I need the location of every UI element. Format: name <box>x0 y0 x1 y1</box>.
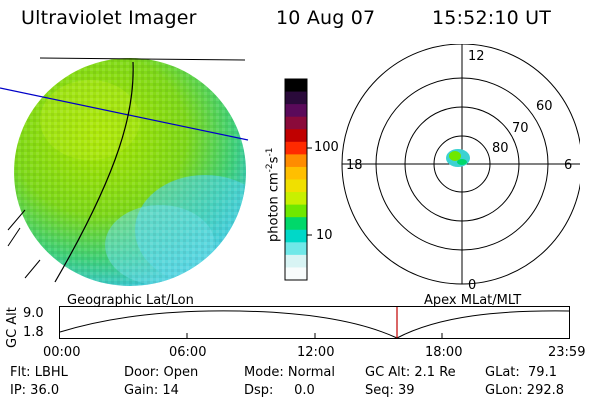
altitude-ylabel: GC Alt <box>5 307 20 348</box>
color-bar-cell <box>285 204 307 218</box>
info-gcalt: GC Alt: 2.1 Re <box>365 365 456 380</box>
date-label: 10 Aug 07 <box>276 7 376 29</box>
color-bar-cell <box>285 267 307 281</box>
info-flt: Flt: LBHL <box>10 365 68 380</box>
altitude-ytick-bottom: 1.8 <box>23 325 44 340</box>
info-glon: GLon: 292.8 <box>485 383 565 398</box>
longitude-line <box>54 61 134 283</box>
color-bar-cell <box>285 116 307 130</box>
color-bar-cell <box>285 79 307 93</box>
altitude-xtick-0000: 00:00 <box>43 345 81 360</box>
mlt-label-6: 6 <box>564 158 572 173</box>
altitude-curve <box>59 310 570 339</box>
colorbar-tick-100: 100 <box>314 140 339 155</box>
lat-label-70: 70 <box>512 121 529 136</box>
lat-label-80: 80 <box>492 141 509 156</box>
info-door: Door: Open <box>124 365 199 380</box>
info-gain: Gain: 14 <box>124 383 179 398</box>
horizon-line-top <box>39 57 246 61</box>
color-bar-cell <box>285 166 307 180</box>
color-bar-cell <box>285 91 307 105</box>
altitude-xtick-1800: 18:00 <box>425 345 463 360</box>
color-bar-cell <box>285 192 307 206</box>
latitude-line <box>0 87 249 141</box>
info-dsp: Dsp: 0.0 <box>244 383 315 398</box>
color-bar-cell <box>285 141 307 155</box>
geographic-image-panel <box>0 57 249 286</box>
mlt-label-12: 12 <box>468 49 485 64</box>
color-bar-cells <box>285 79 307 281</box>
color-bar-cell <box>285 104 307 118</box>
color-bar-cell <box>285 229 307 243</box>
auroral-oval <box>446 149 470 167</box>
color-bar <box>284 78 312 281</box>
altitude-xtick-0600: 06:00 <box>169 345 207 360</box>
colorbar-tick-10: 10 <box>316 228 333 243</box>
info-glat: GLat: 79.1 <box>485 365 557 380</box>
color-bar-cell <box>285 242 307 256</box>
color-bar-cell <box>285 154 307 168</box>
instrument-title: Ultraviolet Imager <box>21 7 197 29</box>
info-mode: Mode: Normal <box>244 365 335 380</box>
altitude-ytick-top: 9.0 <box>23 306 44 321</box>
color-bar-cell <box>285 254 307 268</box>
info-ip: IP: 36.0 <box>10 383 60 398</box>
mlt-label-0: 0 <box>468 278 476 293</box>
color-bar-cell <box>285 217 307 231</box>
info-seq: Seq: 39 <box>365 383 415 398</box>
lat-label-60: 60 <box>536 99 553 114</box>
color-bar-cell <box>285 179 307 193</box>
apex-caption: Apex MLat/MLT <box>424 293 522 308</box>
altitude-plot <box>59 306 570 339</box>
color-bar-cell <box>285 129 307 143</box>
aurora-disk <box>14 58 246 286</box>
geographic-caption: Geographic Lat/Lon <box>67 293 194 308</box>
altitude-xtick-1200: 12:00 <box>297 345 335 360</box>
time-label: 15:52:10 UT <box>432 7 552 29</box>
mlt-label-18: 18 <box>346 158 363 173</box>
polar-plot: 12 6 18 0 60 70 80 <box>341 44 580 293</box>
altitude-xtick-2359: 23:59 <box>548 345 586 360</box>
coastline-left <box>7 209 41 279</box>
colorbar-unit-label: photon cm-2s-1 <box>265 147 282 242</box>
